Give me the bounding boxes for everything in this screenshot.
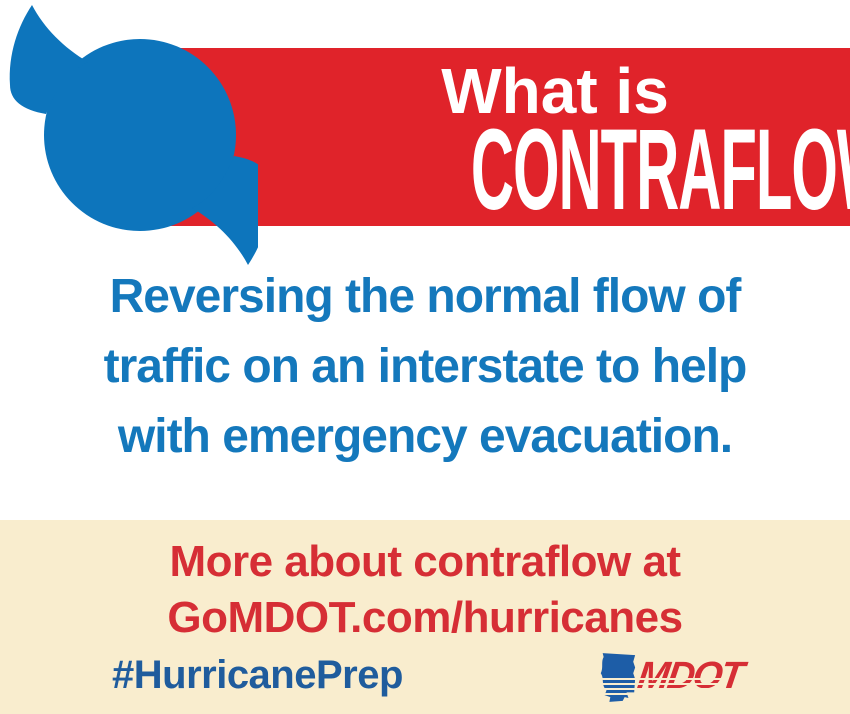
title-line-contraflow: CONTRAFLOW? [260, 106, 850, 251]
title-banner: What is CONTRAFLOW? [170, 48, 850, 228]
definition-line-3: with emergency evacuation. [117, 410, 733, 463]
definition-line-2: traffic on an interstate to help [103, 340, 748, 393]
gomdot-url: GoMDOT.com/hurricanes [167, 593, 683, 642]
mississippi-state-icon [600, 653, 636, 702]
mdot-logo: MDOT [596, 648, 745, 706]
hurricane-icon [9, 5, 258, 265]
more-info-line: More about contraflow at [169, 537, 681, 586]
hashtag-hurricaneprep: #HurricanePrep [112, 653, 403, 697]
more-info-block: More about contraflow at GoMDOT.com/hurr… [0, 534, 850, 646]
mdot-wordmark: MDOT [635, 655, 745, 697]
title-line-what-is: What is [441, 55, 669, 127]
definition-line-1: Reversing the normal flow of [109, 270, 742, 323]
title-block: What is CONTRAFLOW? [260, 48, 850, 251]
contraflow-text: CONTRAFLOW? [470, 106, 850, 234]
definition-text: Reversing the normal flow of traffic on … [0, 262, 850, 472]
footer-panel: More about contraflow at GoMDOT.com/hurr… [0, 520, 850, 714]
